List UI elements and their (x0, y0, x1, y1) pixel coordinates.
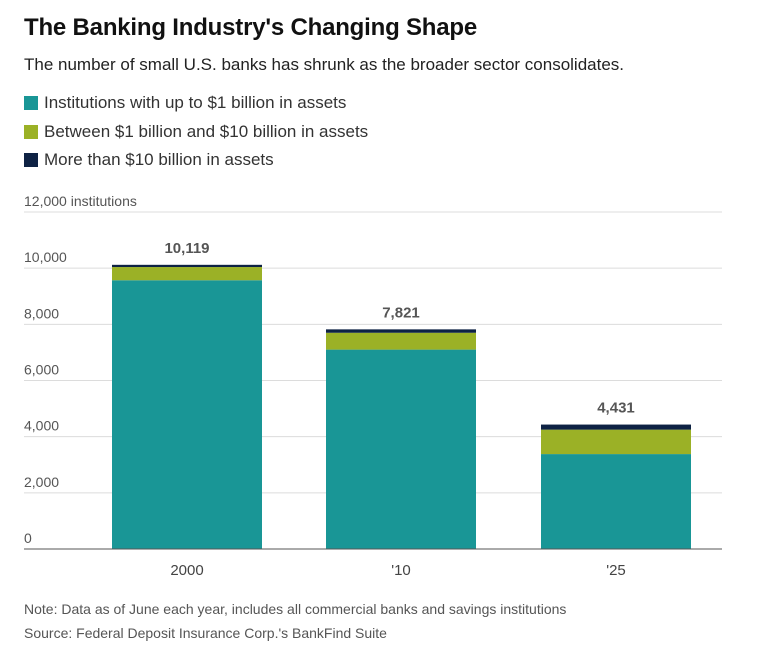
bar-segment-small-banks (541, 454, 691, 549)
legend-item-mid-banks: Between $1 billion and $10 billion in as… (24, 118, 368, 147)
legend-item-small-banks: Institutions with up to $1 billion in as… (24, 89, 368, 118)
legend: Institutions with up to $1 billion in as… (24, 89, 368, 175)
chart-title: The Banking Industry's Changing Shape (24, 14, 478, 41)
chart-subtitle: The number of small U.S. banks has shrun… (24, 55, 625, 74)
bar-total-label: 7,821 (382, 304, 420, 321)
y-tick-label: 12,000 institutions (24, 193, 137, 209)
x-tick-label: 2000 (170, 562, 203, 579)
y-tick-label: 6,000 (24, 362, 59, 378)
legend-label-mid-banks: Between $1 billion and $10 billion in as… (44, 121, 369, 141)
y-tick-label: 10,000 (24, 249, 67, 265)
x-tick-label: '25 (606, 562, 626, 579)
legend-swatch-mid-banks (24, 124, 38, 139)
legend-label-large-banks: More than $10 billion in assets (44, 150, 274, 170)
bar-segment-large-banks (112, 264, 262, 268)
y-tick-label: 0 (24, 530, 32, 546)
footnote: Note: Data as of June each year, include… (24, 601, 567, 617)
bar-segment-small-banks (112, 280, 262, 549)
bar-segment-large-banks (541, 424, 691, 430)
stacked-bar-chart: 0 2,000 4,000 6,000 8,000 10,000 12,000 instit… (24, 193, 722, 579)
bar-segment-mid-banks (112, 267, 262, 281)
bar-segment-large-banks (326, 329, 476, 333)
legend-swatch-small-banks (24, 96, 38, 111)
bar-segment-small-banks (326, 349, 476, 549)
legend-item-large-banks: More than $10 billion in assets (24, 146, 368, 175)
x-tick-label: '10 (391, 562, 411, 579)
y-tick-label: 4,000 (24, 418, 59, 434)
y-tick-label: 8,000 (24, 305, 59, 321)
y-tick-label: 2,000 (24, 474, 59, 490)
bar-total-label: 4,431 (597, 400, 635, 417)
bar-total-label: 10,119 (164, 240, 209, 257)
source-note: Source: Federal Deposit Insurance Corp.'… (24, 625, 387, 641)
legend-swatch-large-banks (24, 153, 38, 168)
legend-label-small-banks: Institutions with up to $1 billion in as… (44, 93, 347, 113)
bar-segment-mid-banks (541, 429, 691, 455)
bar-segment-mid-banks (326, 332, 476, 350)
